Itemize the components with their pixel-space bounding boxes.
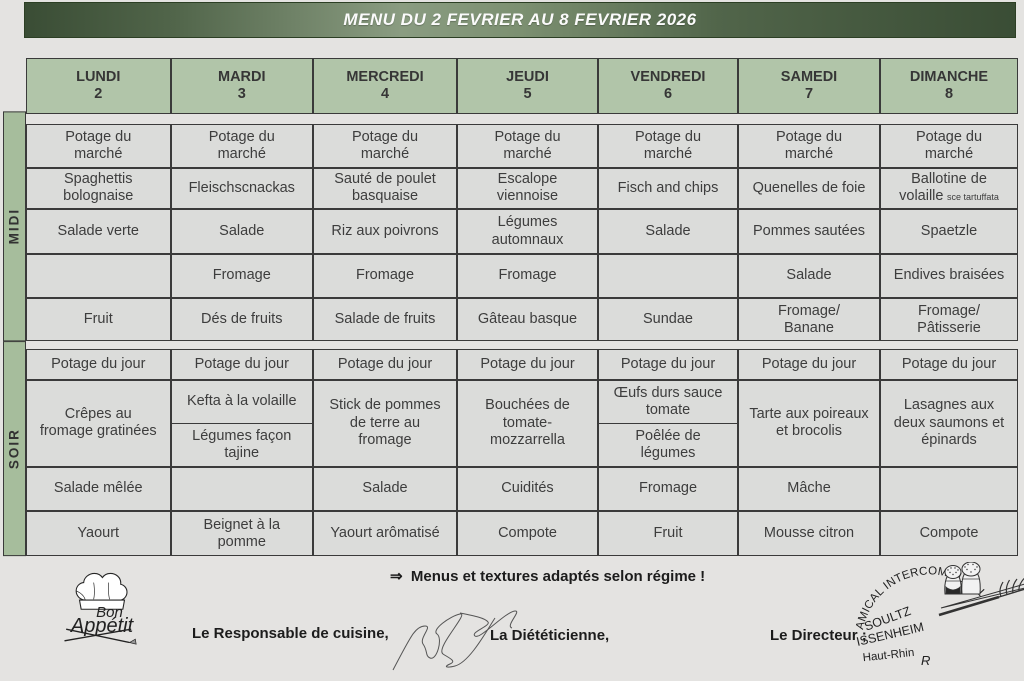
svg-text:R: R xyxy=(921,653,930,668)
svg-text:Haut-Rhin: Haut-Rhin xyxy=(862,647,915,664)
